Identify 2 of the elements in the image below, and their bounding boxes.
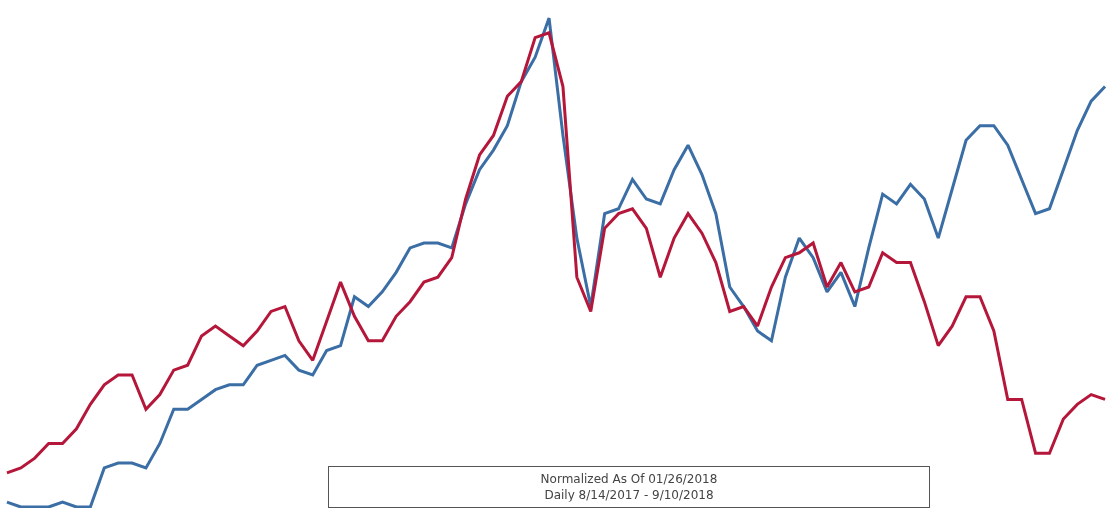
annotation: Daily 8/14/2017 - 9/10/2018	[544, 487, 714, 502]
annotation: Normalized As Of 01/26/2018	[540, 472, 718, 486]
